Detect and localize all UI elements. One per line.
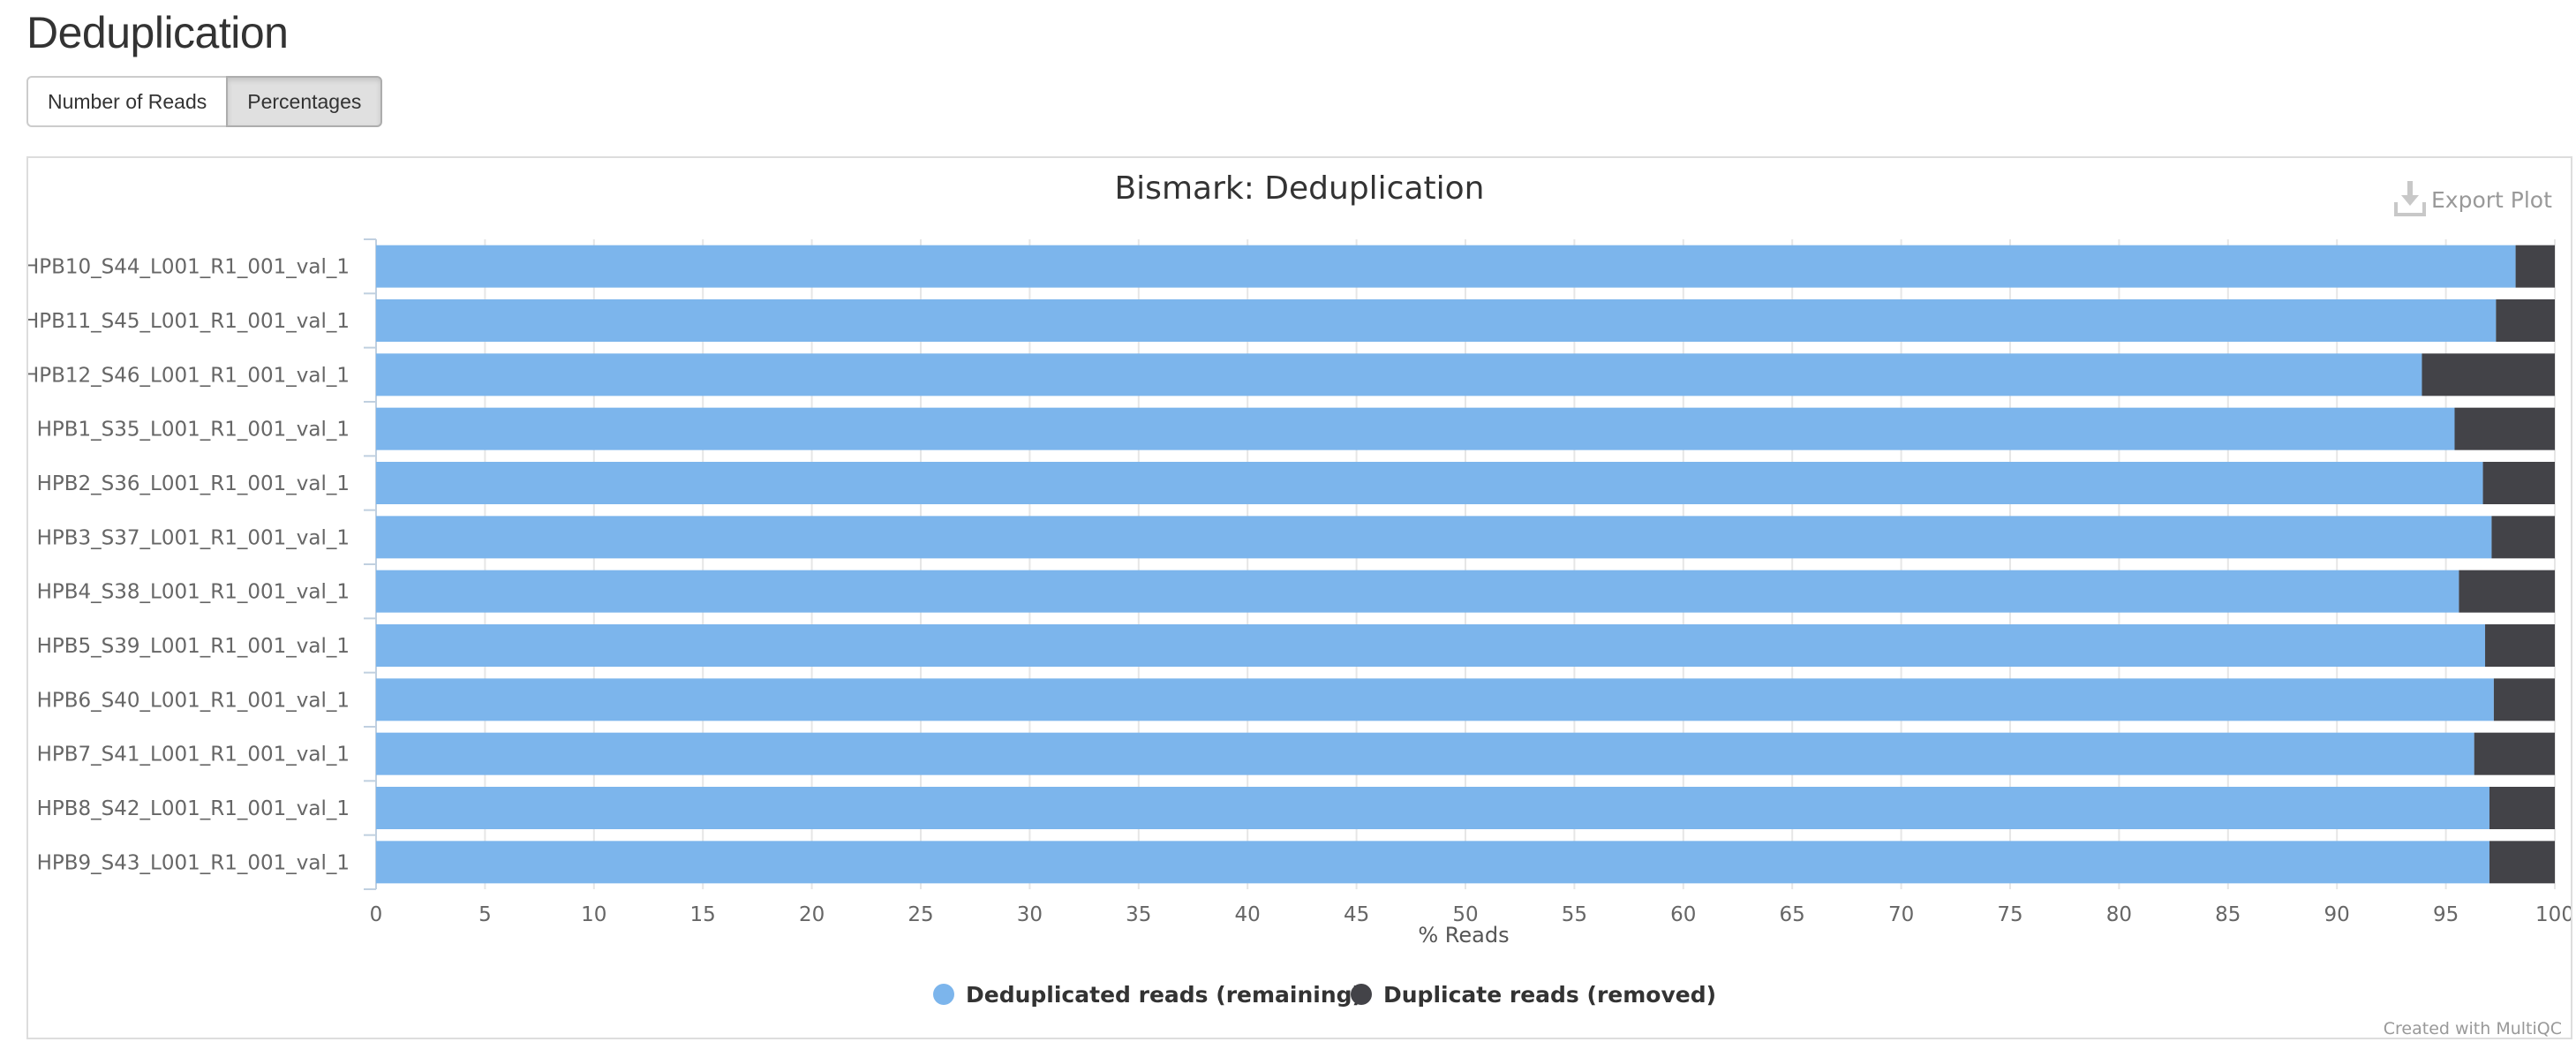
bar-duplicate[interactable]: [2489, 841, 2555, 884]
y-category-label: HPB4_S38_L001_R1_001_val_1: [37, 581, 350, 604]
bar-deduplicated[interactable]: [376, 516, 2492, 559]
legend-item-duplicate[interactable]: Duplicate reads (removed): [1351, 982, 1716, 1008]
bar-deduplicated[interactable]: [376, 245, 2516, 288]
x-tick-label: 30: [1017, 903, 1043, 926]
deduplication-chart: Bismark: Deduplication Export Plot HPB10…: [24, 170, 2574, 1038]
bar-duplicate[interactable]: [2485, 624, 2555, 667]
x-axis-title: % Reads: [1418, 923, 1509, 948]
bar-duplicate[interactable]: [2496, 299, 2555, 342]
bar-deduplicated[interactable]: [376, 570, 2459, 613]
bar-duplicate[interactable]: [2515, 245, 2555, 288]
legend-marker-duplicate: [1351, 984, 1372, 1005]
bar-deduplicated[interactable]: [376, 407, 2455, 450]
bar-duplicate[interactable]: [2493, 678, 2555, 721]
y-category-label: HPB1_S35_L001_R1_001_val_1: [37, 419, 350, 442]
x-tick-label: 35: [1126, 903, 1151, 926]
chart-title: Bismark: Deduplication: [1114, 170, 1484, 207]
y-category-label: HPB7_S41_L001_R1_001_val_1: [37, 744, 350, 766]
x-tick-label: 90: [2324, 903, 2350, 926]
export-plot-label: Export Plot: [2431, 187, 2552, 213]
y-category-label: HPB8_S42_L001_R1_001_val_1: [37, 797, 350, 820]
x-tick-label: 40: [1235, 903, 1261, 926]
x-tick-label: 45: [1344, 903, 1369, 926]
legend-label-duplicate: Duplicate reads (removed): [1383, 982, 1716, 1008]
bar-deduplicated[interactable]: [376, 462, 2483, 504]
x-tick-label: 20: [799, 903, 825, 926]
x-tick-label: 55: [1562, 903, 1587, 926]
bar-deduplicated[interactable]: [376, 841, 2489, 884]
bar-duplicate[interactable]: [2454, 407, 2555, 450]
bars: [376, 245, 2555, 884]
x-tick-label: 85: [2215, 903, 2241, 926]
bar-duplicate[interactable]: [2459, 570, 2555, 613]
bar-duplicate[interactable]: [2489, 787, 2555, 829]
y-category-label: HPB9_S43_L001_R1_001_val_1: [37, 851, 350, 874]
x-tick-label: 0: [370, 903, 383, 926]
y-category-label: HPB3_S37_L001_R1_001_val_1: [37, 526, 350, 549]
bar-duplicate[interactable]: [2422, 353, 2555, 396]
legend-item-deduplicated[interactable]: Deduplicated reads (remaining): [933, 982, 1362, 1008]
page-title: Deduplication: [26, 8, 289, 57]
x-tick-label: 65: [1780, 903, 1805, 926]
x-tick-label: 60: [1670, 903, 1696, 926]
x-axis-labels: 0 5 10 15 20 25 30 35 40 45 50 55 60 65 70 75 80 85 90 95 10…: [370, 903, 2574, 926]
y-category-label: HPB11_S45_L001_R1_001_val_1: [28, 310, 350, 333]
y-category-label: HPB12_S46_L001_R1_001_val_1: [28, 364, 350, 387]
x-tick-label: 70: [1888, 903, 1914, 926]
view-toggle: Number of Reads Percentages: [26, 76, 383, 127]
y-category-label: HPB2_S36_L001_R1_001_val_1: [37, 472, 350, 495]
bar-deduplicated[interactable]: [376, 787, 2489, 829]
credit-text: Created with MultiQC: [2384, 1019, 2562, 1038]
bar-deduplicated[interactable]: [376, 732, 2474, 775]
x-tick-label: 95: [2433, 903, 2459, 926]
y-category-label: HPB6_S40_L001_R1_001_val_1: [37, 689, 350, 712]
x-tick-label: 10: [581, 903, 606, 926]
bar-deduplicated[interactable]: [376, 624, 2486, 667]
download-icon: [2394, 181, 2426, 216]
percentages-button[interactable]: Percentages: [226, 76, 383, 127]
x-tick-label: 80: [2106, 903, 2132, 926]
x-tick-label: 15: [690, 903, 716, 926]
legend: Deduplicated reads (remaining) Duplicate…: [933, 982, 1716, 1008]
y-category-label: HPB10_S44_L001_R1_001_val_1: [28, 256, 350, 279]
chart-container: Bismark: Deduplication Export Plot HPB10…: [24, 156, 2574, 1039]
x-tick-label: 5: [478, 903, 492, 926]
export-plot-button[interactable]: Export Plot: [2394, 181, 2552, 216]
legend-label-deduplicated: Deduplicated reads (remaining): [966, 982, 1362, 1008]
y-category-label: HPB5_S39_L001_R1_001_val_1: [37, 635, 350, 658]
bar-duplicate[interactable]: [2491, 516, 2555, 559]
legend-marker-deduplicated: [933, 984, 954, 1005]
x-tick-label: 25: [908, 903, 933, 926]
bar-deduplicated[interactable]: [376, 353, 2422, 396]
bar-duplicate[interactable]: [2474, 732, 2555, 775]
x-tick-label: 75: [1997, 903, 2022, 926]
bar-deduplicated[interactable]: [376, 299, 2497, 342]
x-tick-label: 50: [1452, 903, 1478, 926]
bar-duplicate[interactable]: [2482, 462, 2555, 504]
number-of-reads-button[interactable]: Number of Reads: [26, 76, 229, 127]
y-axis-labels: HPB10_S44_L001_R1_001_val_1 HPB11_S45_L00…: [24, 238, 376, 890]
x-tick-label: 100: [2535, 903, 2571, 926]
bar-deduplicated[interactable]: [376, 678, 2494, 721]
